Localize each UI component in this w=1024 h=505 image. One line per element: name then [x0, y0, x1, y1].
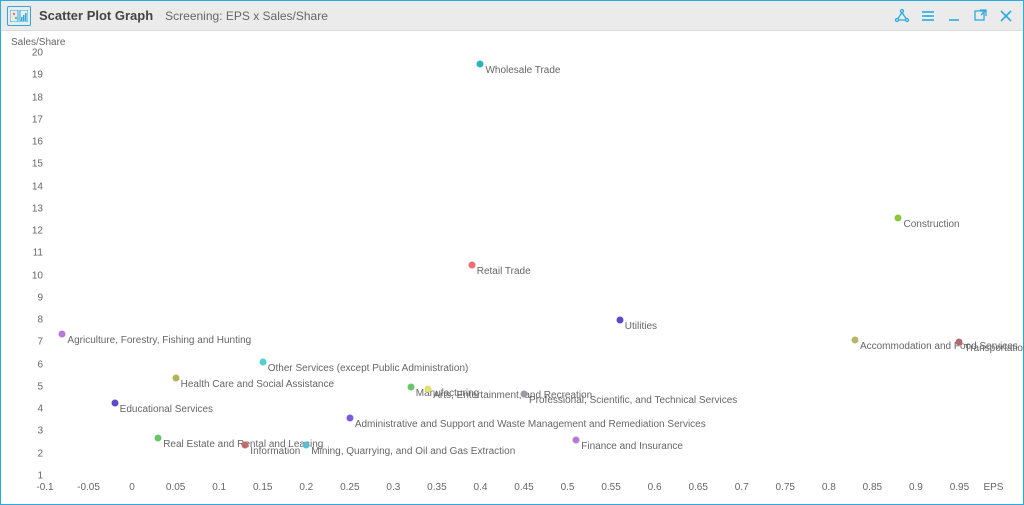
y-tick: 18 [11, 92, 43, 103]
data-point[interactable] [477, 61, 484, 68]
x-tick: 0.85 [863, 482, 882, 493]
close-icon[interactable] [995, 5, 1017, 27]
y-tick: 10 [11, 270, 43, 281]
data-point-label: Utilities [625, 321, 657, 332]
window-title: Scatter Plot Graph [39, 8, 153, 23]
x-tick: 0.4 [474, 482, 488, 493]
y-tick: 5 [11, 381, 43, 392]
x-tick: 0.8 [822, 482, 836, 493]
y-tick: 7 [11, 337, 43, 348]
x-tick: 0.2 [299, 482, 313, 493]
data-point-label: Transportation and Warehousing [964, 343, 1024, 354]
x-tick: 0.75 [776, 482, 795, 493]
x-tick: 0.5 [561, 482, 575, 493]
scatter-plot: Wholesale Trade Construction Retail Trade U… [45, 53, 1003, 476]
y-tick: 15 [11, 159, 43, 170]
chart-area: Sales/Share Wholesale Trade Construction R… [1, 31, 1023, 504]
data-point[interactable] [303, 441, 310, 448]
data-point[interactable] [242, 441, 249, 448]
x-tick: -0.05 [77, 482, 100, 493]
y-axis-label: Sales/Share [11, 37, 65, 48]
y-tick: 17 [11, 114, 43, 125]
data-point-label: Information [250, 446, 300, 457]
x-tick: 0.25 [340, 482, 359, 493]
y-tick: 12 [11, 226, 43, 237]
data-point-label: Wholesale Trade [485, 65, 560, 76]
data-point[interactable] [468, 261, 475, 268]
chart-window: Scatter Plot Graph Screening: EPS x Sale… [0, 0, 1024, 505]
y-tick: 11 [11, 248, 43, 259]
y-tick: 14 [11, 181, 43, 192]
data-point-label: Construction [903, 219, 959, 230]
x-tick: 0.55 [601, 482, 620, 493]
x-axis-label: EPS [983, 482, 1003, 493]
x-tick: 0.15 [253, 482, 272, 493]
share-icon[interactable] [891, 5, 913, 27]
data-point[interactable] [407, 383, 414, 390]
y-tick: 8 [11, 315, 43, 326]
data-point-label: Finance and Insurance [581, 441, 683, 452]
data-point[interactable] [346, 415, 353, 422]
y-tick: 13 [11, 203, 43, 214]
window-header: Scatter Plot Graph Screening: EPS x Sale… [1, 1, 1023, 31]
x-tick: 0.6 [648, 482, 662, 493]
data-point[interactable] [259, 359, 266, 366]
x-tick: 0.45 [514, 482, 533, 493]
y-tick: 20 [11, 48, 43, 59]
x-tick: 0.3 [386, 482, 400, 493]
x-tick: 0.7 [735, 482, 749, 493]
data-point[interactable] [425, 386, 432, 393]
app-icon [7, 6, 31, 26]
data-point-label: Retail Trade [477, 266, 531, 277]
data-point-label: Administrative and Support and Waste Man… [355, 419, 706, 430]
y-tick: 2 [11, 448, 43, 459]
y-tick: 19 [11, 70, 43, 81]
x-tick: 0.65 [688, 482, 707, 493]
x-tick: 0.95 [950, 482, 969, 493]
data-point[interactable] [851, 337, 858, 344]
window-subtitle: Screening: EPS x Sales/Share [165, 9, 328, 23]
data-point-label: Other Services (except Public Administra… [268, 363, 469, 374]
data-point[interactable] [111, 399, 118, 406]
x-tick: 0.05 [166, 482, 185, 493]
x-tick: -0.1 [36, 482, 53, 493]
y-tick: 1 [11, 471, 43, 482]
x-tick: 0.1 [212, 482, 226, 493]
menu-icon[interactable] [917, 5, 939, 27]
data-point[interactable] [59, 330, 66, 337]
y-tick: 3 [11, 426, 43, 437]
data-point[interactable] [573, 437, 580, 444]
data-point-label: Health Care and Social Assistance [181, 379, 334, 390]
data-point[interactable] [521, 390, 528, 397]
y-tick: 6 [11, 359, 43, 370]
data-point[interactable] [172, 375, 179, 382]
x-tick: 0.9 [909, 482, 923, 493]
expand-icon[interactable] [969, 5, 991, 27]
data-point-label: Educational Services [120, 404, 213, 415]
y-tick: 4 [11, 404, 43, 415]
y-tick: 9 [11, 292, 43, 303]
y-tick: 16 [11, 137, 43, 148]
data-point-label: Agriculture, Forestry, Fishing and Hunti… [67, 335, 251, 346]
data-point[interactable] [956, 339, 963, 346]
data-point-label: Professional, Scientific, and Technical … [529, 395, 737, 406]
x-tick: 0 [129, 482, 135, 493]
x-tick: 0.35 [427, 482, 446, 493]
data-point[interactable] [616, 317, 623, 324]
data-point[interactable] [155, 435, 162, 442]
data-point-label: Mining, Quarrying, and Oil and Gas Extra… [311, 446, 515, 457]
minimize-icon[interactable] [943, 5, 965, 27]
data-point[interactable] [895, 214, 902, 221]
